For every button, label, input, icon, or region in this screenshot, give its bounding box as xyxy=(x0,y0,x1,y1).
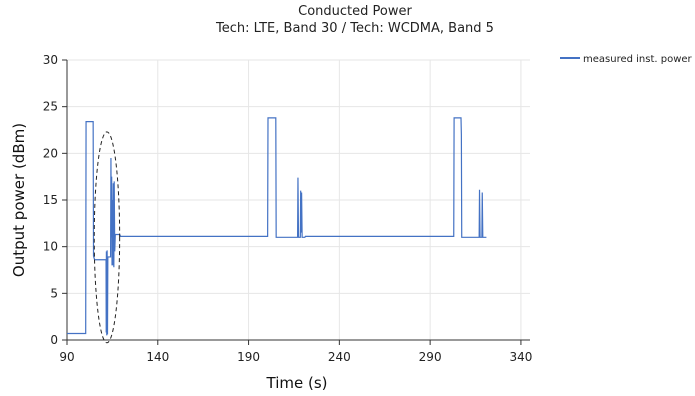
y-axis-label: Output power (dBm) xyxy=(10,123,28,277)
legend: measured inst. power xyxy=(560,54,693,65)
x-tick-label: 90 xyxy=(59,350,74,364)
series-layer xyxy=(67,117,487,336)
x-tick-label: 240 xyxy=(328,350,351,364)
x-tick-label: 140 xyxy=(146,350,169,364)
y-tick-label: 0 xyxy=(50,333,58,347)
x-axis-ticks: 90 140 190 240 290 340 xyxy=(59,340,532,364)
x-tick-label: 340 xyxy=(509,350,532,364)
y-tick-label: 15 xyxy=(43,193,58,207)
x-axis-label: Time (s) xyxy=(266,374,328,392)
y-tick-label: 30 xyxy=(43,53,58,67)
y-axis-ticks: 0 5 10 15 20 25 30 xyxy=(43,53,67,347)
x-tick-label: 290 xyxy=(419,350,442,364)
y-tick-label: 10 xyxy=(43,240,58,254)
series-line-0 xyxy=(67,117,487,336)
y-tick-label: 25 xyxy=(43,100,58,114)
plot-axes xyxy=(66,60,530,341)
annotations-layer xyxy=(93,131,121,344)
x-tick-label: 190 xyxy=(237,350,260,364)
annotation-ellipse xyxy=(93,131,121,344)
y-tick-label: 5 xyxy=(50,286,58,300)
legend-label: measured inst. power xyxy=(583,54,693,65)
chart-subtitle: Tech: LTE, Band 30 / Tech: WCDMA, Band 5 xyxy=(215,21,494,36)
y-tick-label: 20 xyxy=(43,146,58,160)
grid xyxy=(66,59,530,341)
chart-title: Conducted Power xyxy=(298,4,412,19)
